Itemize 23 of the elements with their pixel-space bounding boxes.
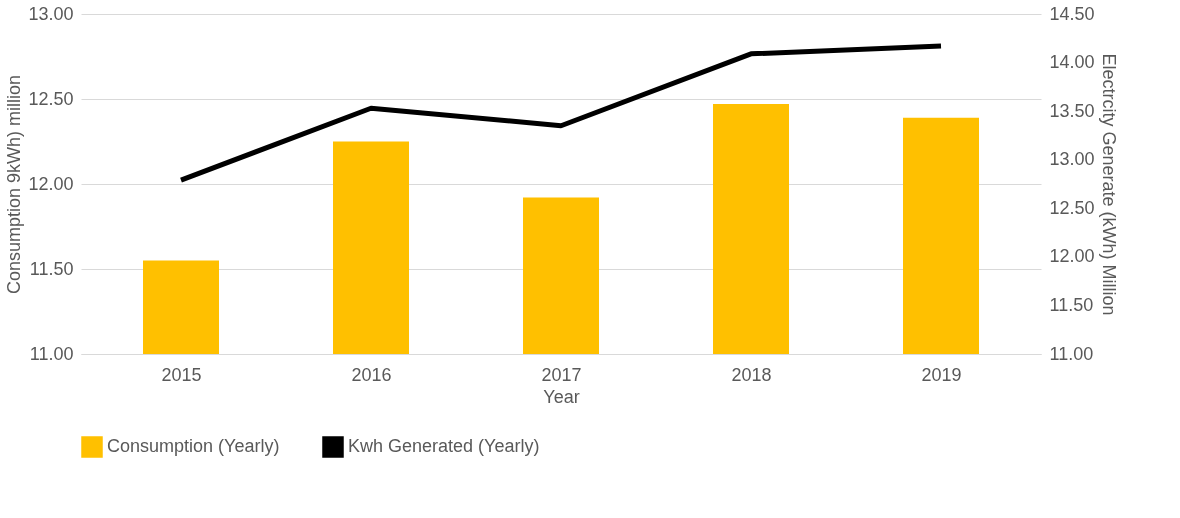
y2-tick-label: 11.00: [1049, 343, 1094, 364]
y2-tick-label: 12.50: [1049, 197, 1095, 218]
y2-axis-title: Electrcity Generate (kWh) Million: [1098, 53, 1119, 316]
y-tick-label: 12.50: [28, 88, 74, 109]
y-tick-label: 11.00: [29, 343, 74, 364]
x-tick-label: 2015: [161, 364, 202, 385]
y2-tick-label: 14.50: [1049, 3, 1095, 24]
y-tick-label: 13.00: [28, 3, 74, 24]
y-tick-label: 12.00: [28, 173, 74, 194]
y2-tick-label: 13.00: [1049, 149, 1095, 170]
y2-tick-label: 11.50: [1049, 294, 1094, 315]
x-tick-label: 2018: [731, 364, 772, 385]
y2-tick-label: 13.50: [1049, 100, 1095, 121]
y-axis-title: Consumption 9kWh) million: [4, 74, 25, 295]
x-axis-title: Year: [543, 386, 580, 407]
y2-tick-label: 12.00: [1049, 246, 1095, 267]
x-tick-label: 2017: [541, 364, 582, 385]
legend-label: Consumption (Yearly): [107, 436, 280, 456]
y-tick-label: 11.50: [29, 258, 74, 279]
y2-tick-label: 14.00: [1049, 52, 1095, 73]
x-tick-label: 2019: [921, 364, 962, 385]
legend-label: Kwh Generated (Yearly): [348, 436, 540, 456]
x-tick-label: 2016: [351, 364, 392, 385]
